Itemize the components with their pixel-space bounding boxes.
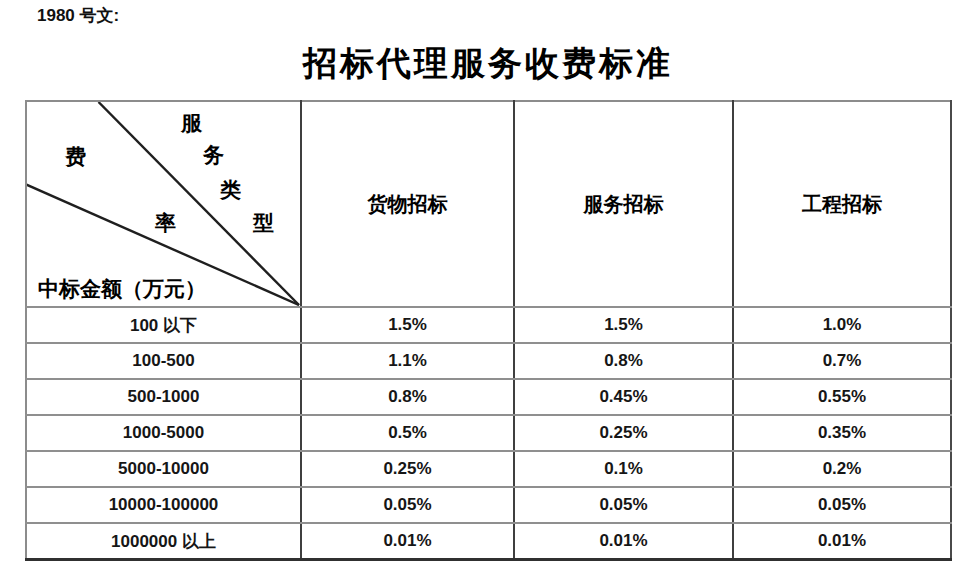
table-row: 100-500 1.1% 0.8% 0.7% — [26, 343, 951, 379]
rate-cell: 0.8% — [301, 379, 514, 415]
column-header-engineering: 工程招标 — [733, 101, 951, 307]
table-row: 10000-100000 0.05% 0.05% 0.05% — [26, 487, 951, 523]
rate-cell: 1.0% — [733, 307, 951, 343]
rate-cell: 0.1% — [514, 451, 733, 487]
rate-cell: 0.35% — [733, 415, 951, 451]
amount-range-cell: 100-500 — [26, 343, 301, 379]
rate-cell: 0.01% — [301, 523, 514, 560]
rate-cell: 0.45% — [514, 379, 733, 415]
amount-range-cell: 10000-100000 — [26, 487, 301, 523]
page-title: 招标代理服务收费标准 — [0, 47, 976, 81]
rate-cell: 0.05% — [514, 487, 733, 523]
amount-range-cell: 500-1000 — [26, 379, 301, 415]
corner-service-type-char: 务 — [203, 145, 224, 166]
amount-range-cell: 1000-5000 — [26, 415, 301, 451]
table-row: 5000-10000 0.25% 0.1% 0.2% — [26, 451, 951, 487]
corner-rate-char: 率 — [155, 213, 176, 234]
rate-cell: 1.5% — [514, 307, 733, 343]
fee-standard-table: 服 务 类 型 费 率 中标金额（万元） 货物招标 服务招标 工程招标 100 … — [25, 100, 952, 561]
table-row: 100 以下 1.5% 1.5% 1.0% — [26, 307, 951, 343]
table-corner-cell: 服 务 类 型 费 率 中标金额（万元） — [26, 101, 301, 307]
rate-cell: 0.25% — [514, 415, 733, 451]
corner-service-type-char: 类 — [220, 180, 241, 201]
rate-cell: 0.01% — [514, 523, 733, 560]
rate-cell: 0.05% — [301, 487, 514, 523]
amount-range-cell: 1000000 以上 — [26, 523, 301, 560]
rate-cell: 0.55% — [733, 379, 951, 415]
table-row: 1000000 以上 0.01% 0.01% 0.01% — [26, 523, 951, 560]
rate-cell: 1.5% — [301, 307, 514, 343]
corner-rate-char: 费 — [65, 147, 86, 168]
column-header-goods: 货物招标 — [301, 101, 514, 307]
corner-service-type-char: 型 — [253, 213, 274, 234]
amount-range-cell: 5000-10000 — [26, 451, 301, 487]
corner-amount-label: 中标金额（万元） — [38, 279, 206, 300]
doc-number: 1980 号文: — [37, 6, 119, 26]
rate-cell: 1.1% — [301, 343, 514, 379]
amount-range-cell: 100 以下 — [26, 307, 301, 343]
rate-cell: 0.01% — [733, 523, 951, 560]
table-row: 500-1000 0.8% 0.45% 0.55% — [26, 379, 951, 415]
rate-cell: 0.2% — [733, 451, 951, 487]
column-header-services: 服务招标 — [514, 101, 733, 307]
header-row: 服 务 类 型 费 率 中标金额（万元） 货物招标 服务招标 工程招标 — [26, 101, 951, 307]
table-row: 1000-5000 0.5% 0.25% 0.35% — [26, 415, 951, 451]
rate-cell: 0.8% — [514, 343, 733, 379]
corner-service-type-char: 服 — [181, 113, 202, 134]
rate-cell: 0.5% — [301, 415, 514, 451]
rate-cell: 0.7% — [733, 343, 951, 379]
rate-cell: 0.05% — [733, 487, 951, 523]
rate-cell: 0.25% — [301, 451, 514, 487]
diagonal-divider-lines — [27, 102, 300, 306]
document-page: 1980 号文: 招标代理服务收费标准 服 务 类 型 费 — [0, 0, 976, 581]
